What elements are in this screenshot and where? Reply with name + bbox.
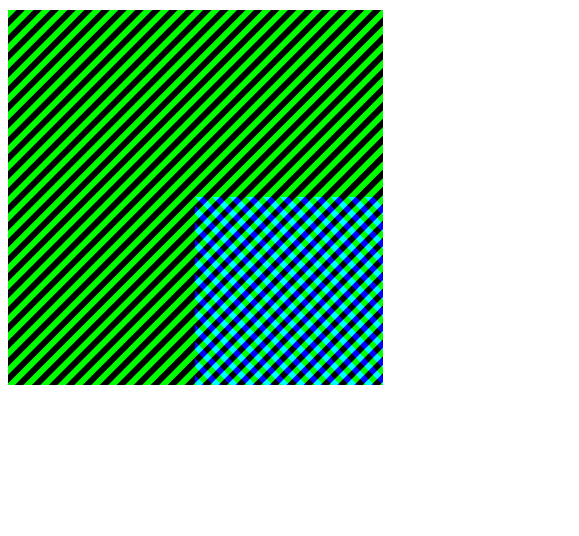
blue-striped-square [195,197,571,524]
